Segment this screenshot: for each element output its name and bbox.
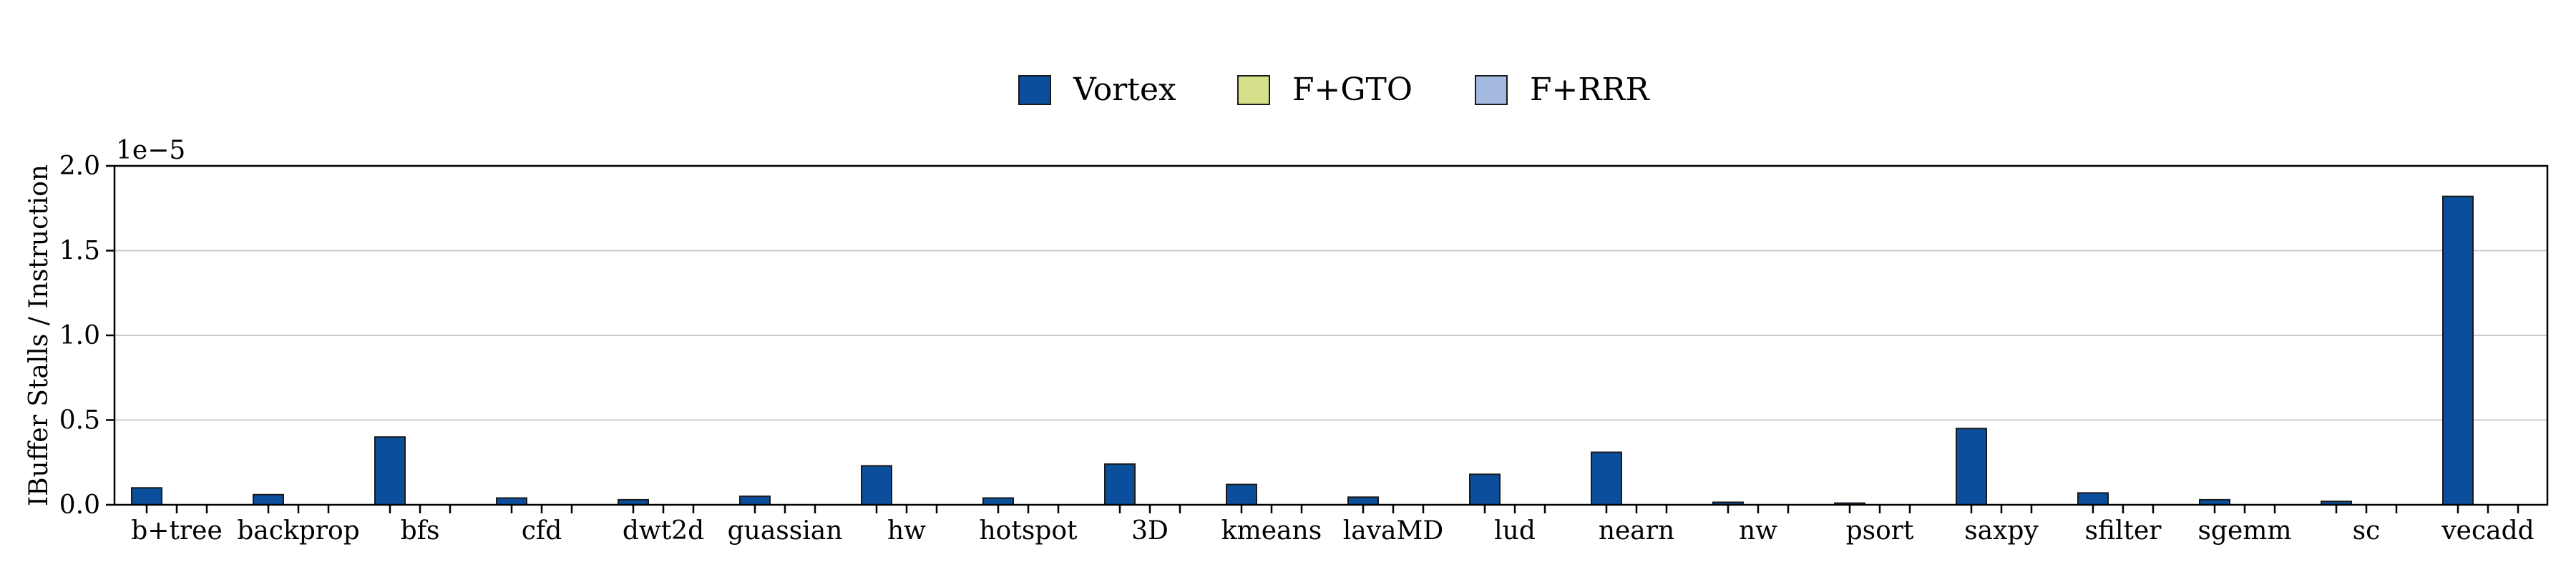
y-tick-label: 1.0 [59,321,100,350]
y-tick-label: 2.0 [59,152,100,181]
x-axis: b+tree backprop bfs cfd dwt2d guassian hw hotsp… [131,505,2534,546]
legend-item-f-gto: F+GTO [1237,72,1413,108]
bar-vortex-guassian [739,495,771,506]
legend-label: F+GTO [1292,72,1413,108]
legend-swatch [1018,75,1051,105]
legend-swatch [1237,75,1270,105]
y-axis-title: IBuffer Stalls / Instruction [24,164,54,506]
bar-vortex-cfd [496,497,527,506]
x-tick-label: hotspot [980,516,1078,546]
x-tick-label: 3D [1131,516,1169,546]
y-axis: 0.0 0.5 1.0 1.5 2.0 [59,152,114,520]
bar-vortex-nearn [1591,451,1622,506]
x-tick-label: psort [1846,516,1914,546]
x-tick-label: nearn [1599,516,1674,546]
x-tick-label: b+tree [131,516,223,546]
x-tick-label: lavaMD [1343,516,1444,546]
bar-vortex-vecadd [2442,195,2474,506]
legend-item-f-rrr: F+RRR [1475,72,1651,108]
bar-vortex-saxpy [1956,428,1987,506]
y-tick-label: 0.5 [59,406,100,435]
x-tick-label: lud [1494,516,1536,546]
x-tick-label: saxpy [1964,516,2039,546]
bar-vortex-hw [861,465,892,506]
legend-swatch [1475,75,1508,105]
bars [131,195,2474,506]
bar-vortex-kmeans [1226,483,1257,506]
x-tick-label: backprop [237,516,359,546]
y-tick-label: 1.5 [59,237,100,266]
bar-vortex-backprop [253,493,284,506]
bar-vortex-3d [1104,463,1136,506]
x-tick-label: kmeans [1221,516,1322,546]
x-tick-label: sgemm [2197,516,2291,546]
x-tick-label: dwt2d [623,516,704,546]
y-offset-label: 1e−5 [116,136,185,165]
x-tick-label: sfilter [2085,516,2162,546]
x-tick-label: cfd [522,516,562,546]
x-tick-label: hw [887,516,926,546]
bar-vortex-lavamd [1347,496,1379,506]
gridlines [114,250,2547,421]
bar-vortex-bfs [374,436,406,506]
y-tick-label: 0.0 [59,490,100,520]
x-tick-label: vecadd [2441,516,2534,546]
x-tick-label: bfs [401,516,440,546]
legend-item-vortex: Vortex [1018,72,1176,108]
legend-label: Vortex [1073,72,1176,108]
x-tick-label: nw [1739,516,1777,546]
bar-vortex-hotspot [982,497,1014,506]
bar-vortex-b-tree [131,487,162,506]
x-tick-label: guassian [728,516,843,546]
legend-label: F+RRR [1530,72,1651,108]
legend: Vortex F+GTO F+RRR [1018,72,1651,108]
x-tick-label: sc [2353,516,2381,546]
bar-vortex-sfilter [2077,492,2109,506]
bar-vortex-lud [1469,473,1501,506]
